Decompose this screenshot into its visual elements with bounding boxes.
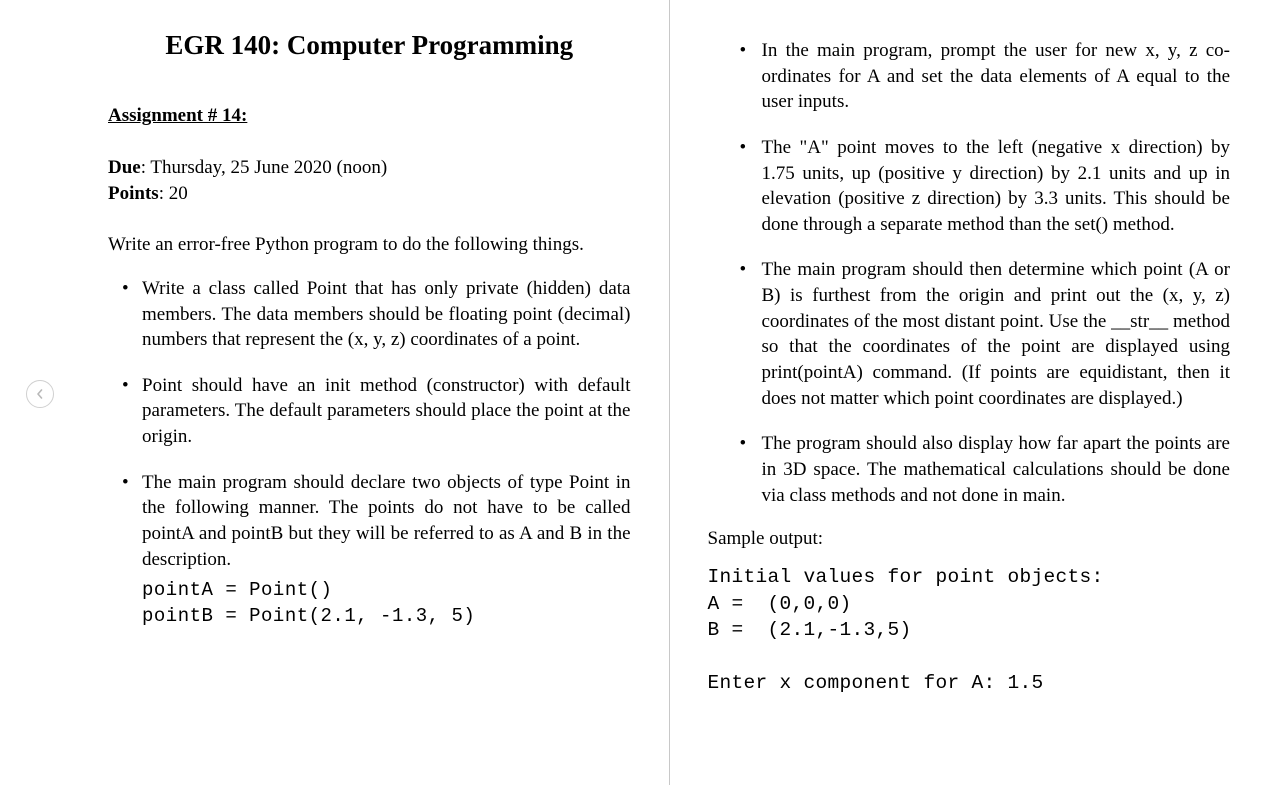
- course-title: EGR 140: Computer Programming: [108, 30, 631, 61]
- due-label: Due: [108, 157, 141, 178]
- bullet-item: In the main program, prompt the user for…: [762, 38, 1231, 115]
- due-line: Due: Thursday, 25 June 2020 (noon): [108, 155, 631, 181]
- bullet-item: The main program should declare two obje…: [142, 470, 631, 630]
- assignment-meta: Due: Thursday, 25 June 2020 (noon) Point…: [108, 155, 631, 206]
- points-line: Points: 20: [108, 181, 631, 207]
- bullet-list-right: In the main program, prompt the user for…: [708, 38, 1231, 508]
- due-value: : Thursday, 25 June 2020 (noon): [141, 157, 387, 178]
- bullet-item: The main program should then determine w…: [762, 257, 1231, 411]
- right-column: In the main program, prompt the user for…: [670, 0, 1268, 785]
- bullet-item: Point should have an init method (constr…: [142, 373, 631, 450]
- intro-text: Write an error-free Python program to do…: [108, 232, 631, 258]
- code-declare: pointA = Point() pointB = Point(2.1, -1.…: [142, 578, 631, 629]
- left-column: EGR 140: Computer Programming Assignment…: [70, 0, 670, 785]
- points-value: : 20: [159, 183, 188, 204]
- bullet-item: The "A" point moves to the left (negativ…: [762, 135, 1231, 238]
- chevron-left-icon: [35, 383, 45, 405]
- bullet-list-left: Write a class called Point that has only…: [108, 276, 631, 630]
- bullet-item: The program should also display how far …: [762, 431, 1231, 508]
- prev-page-button[interactable]: [26, 380, 54, 408]
- sample-output-block: Initial values for point objects: A = (0…: [708, 564, 1231, 696]
- bullet-item: Write a class called Point that has only…: [142, 276, 631, 353]
- document-page: EGR 140: Computer Programming Assignment…: [0, 0, 1268, 785]
- assignment-label: Assignment # 14:: [108, 105, 631, 127]
- points-label: Points: [108, 183, 159, 204]
- bullet-text: The main program should declare two obje…: [142, 472, 631, 570]
- sample-output-label: Sample output:: [708, 528, 1231, 550]
